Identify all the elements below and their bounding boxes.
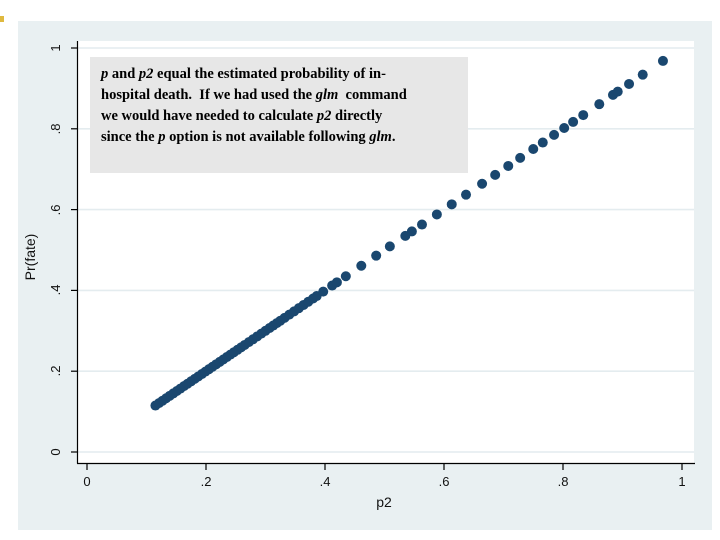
- x-tick-label: .2: [200, 474, 212, 489]
- x-tick-label: 0: [83, 474, 91, 489]
- y-tick-label: 1: [48, 44, 63, 52]
- annotation-line: hospital death. If we had used the glm c…: [101, 87, 407, 103]
- annotation-line: since the p option is not available foll…: [101, 129, 396, 145]
- annotation-line: p and p2 equal the estimated probability…: [101, 66, 386, 82]
- annotation-line: we would have needed to calculate p2 dir…: [101, 108, 383, 124]
- x-tick-label: .8: [557, 474, 569, 489]
- y-tick-label: .6: [48, 204, 63, 216]
- x-tick-label: .6: [438, 474, 450, 489]
- y-tick-label: .4: [48, 284, 63, 296]
- annotation-box: p and p2 equal the estimated probability…: [90, 57, 468, 173]
- annotation-text: p and p2 equal the estimated probability…: [101, 64, 462, 148]
- y-axis-title: Pr(fate): [22, 233, 38, 281]
- left-edge-artifact: [0, 16, 4, 22]
- y-tick-label: .2: [48, 365, 63, 377]
- x-tick-label: 1: [678, 474, 686, 489]
- x-tick-label: .4: [319, 474, 331, 489]
- y-tick-label: 0: [48, 448, 63, 456]
- x-axis-title: p2: [376, 494, 392, 510]
- y-tick-label: .8: [48, 123, 63, 135]
